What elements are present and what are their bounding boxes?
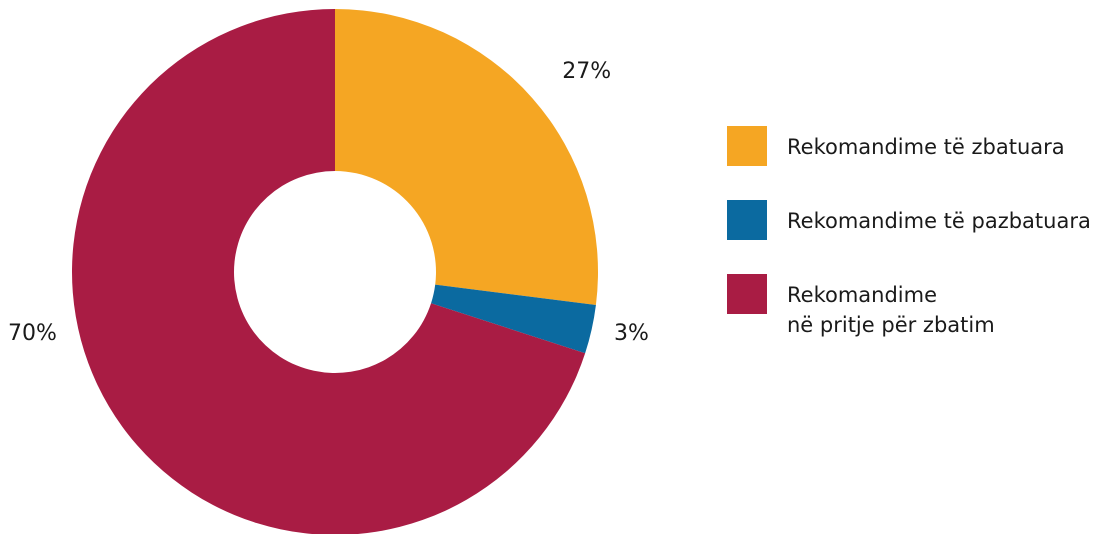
data-label-rekomandime-n-pritje-p-r-zbatim: 70%: [8, 321, 57, 346]
legend-label-line: Rekomandime: [787, 283, 938, 307]
legend-label: Rekomandime të zbatuara: [787, 132, 1065, 162]
slice-rekomandime-n-pritje-p-r-zbatim: [72, 9, 586, 534]
legend-label: Rekomandime në pritje për zbatim: [787, 280, 995, 340]
legend-item-zbatuara: Rekomandime të zbatuara: [727, 126, 1117, 200]
data-label-rekomandime-t-zbatuara: 27%: [562, 59, 611, 84]
legend-item-ne-pritje: Rekomandime në pritje për zbatim: [727, 274, 1117, 354]
legend-label: Rekomandime të pazbatuara: [787, 206, 1091, 236]
legend: Rekomandime të zbatuara Rekomandime të p…: [727, 126, 1117, 354]
data-label-rekomandime-t-pazbatuara: 3%: [614, 321, 649, 346]
legend-swatch: [727, 200, 767, 240]
legend-item-pazbatuara: Rekomandime të pazbatuara: [727, 200, 1117, 274]
legend-label-line: Rekomandime të zbatuara: [787, 135, 1065, 159]
legend-swatch: [727, 274, 767, 314]
legend-label-line: Rekomandime të pazbatuara: [787, 209, 1091, 233]
slice-rekomandime-t-pazbatuara: [431, 284, 596, 354]
slice-rekomandime-t-zbatuara: [335, 9, 598, 305]
labels-group: 27% 3% 70%: [8, 59, 649, 346]
legend-swatch: [727, 126, 767, 166]
slices-group: [72, 9, 598, 534]
legend-label-line: në pritje për zbatim: [787, 313, 995, 337]
